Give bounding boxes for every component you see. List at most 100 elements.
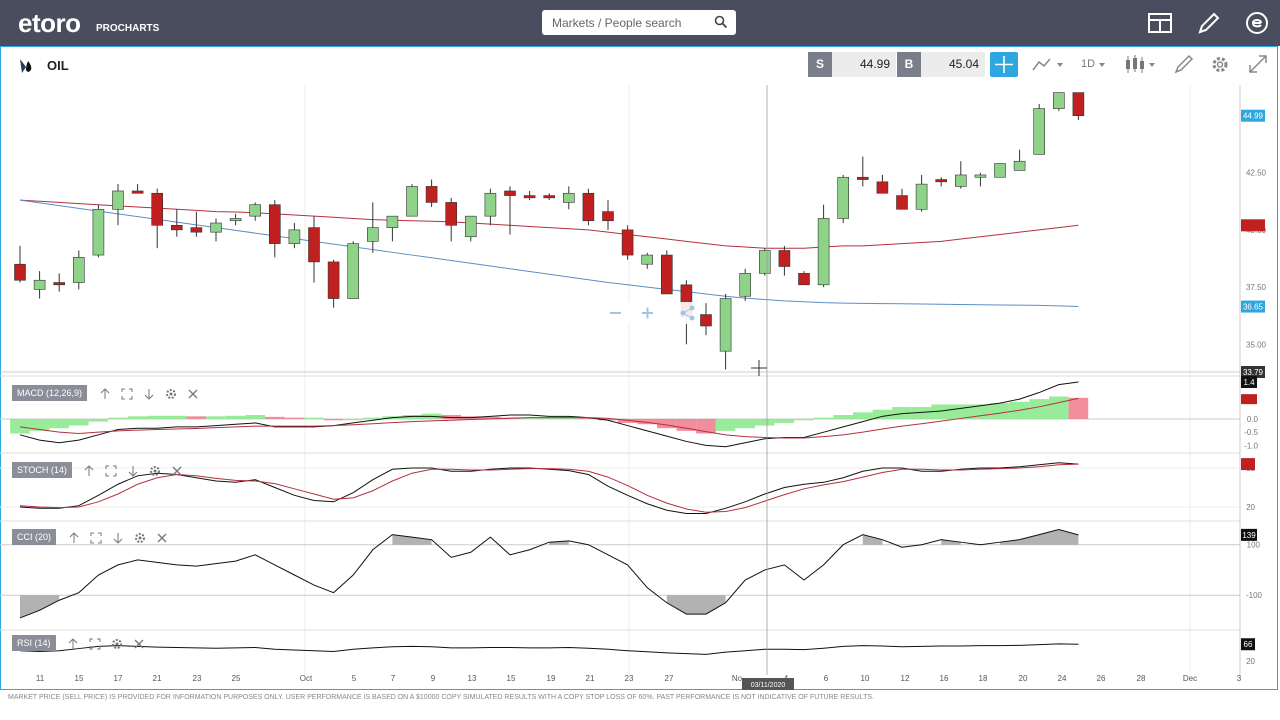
top-bar: etoro PROCHARTS Markets / People search	[0, 0, 1280, 46]
macd-tick: 0.0	[1247, 415, 1259, 424]
candle	[876, 181, 889, 194]
compare-tool[interactable]	[1030, 52, 1063, 77]
candle	[308, 227, 320, 263]
fullscreen-tool[interactable]	[1245, 52, 1273, 77]
price-tick: 37.50	[1246, 283, 1267, 292]
gear-icon[interactable]	[110, 637, 124, 651]
disclaimer: MARKET PRICE (SELL PRICE) IS PROVIDED FO…	[8, 694, 874, 701]
macd-bar	[755, 418, 775, 426]
rsi-badge-label: 66	[1244, 640, 1253, 649]
x-tick: 15	[75, 674, 84, 683]
stoch-d-line	[19, 463, 1079, 513]
move-down-icon[interactable]	[111, 531, 125, 545]
x-tick: Dec	[1183, 674, 1197, 683]
oil-drop-icon	[20, 59, 32, 73]
price-badge-label: 44.99	[1243, 112, 1264, 121]
rsi-label[interactable]: RSI (14)	[12, 635, 56, 651]
macd-bar	[598, 418, 618, 421]
macd-bar	[519, 417, 540, 419]
candle	[758, 250, 771, 274]
move-down-icon[interactable]	[142, 387, 156, 401]
x-tick: 21	[586, 674, 595, 683]
candle	[778, 250, 791, 267]
macd-bar	[147, 415, 167, 419]
etoro-logo[interactable]: etoro	[18, 8, 81, 38]
maximize-icon[interactable]	[89, 531, 103, 545]
search-icon[interactable]	[714, 15, 728, 29]
macd-bar	[1049, 396, 1069, 419]
draw-tool[interactable]	[1170, 52, 1198, 77]
move-up-icon[interactable]	[82, 464, 96, 478]
macd-label[interactable]: MACD (12,26,9)	[12, 385, 88, 401]
macd-bar	[69, 418, 89, 426]
price-tick: 35.00	[1246, 340, 1267, 349]
close-icon[interactable]	[155, 531, 169, 545]
search-input[interactable]: Markets / People search	[542, 10, 736, 35]
price-panel	[14, 92, 1085, 370]
price-badge-label: 36.65	[1243, 303, 1264, 312]
macd-bar	[715, 418, 736, 431]
stoch-label[interactable]: STOCH (14)	[12, 462, 72, 478]
price-badge	[1241, 109, 1265, 122]
macd-badge-label: 1.4	[1243, 378, 1255, 387]
chart-type-tool[interactable]	[1122, 52, 1156, 77]
move-up-icon[interactable]	[67, 531, 81, 545]
crosshair-tool[interactable]	[990, 52, 1018, 77]
pencil-icon[interactable]	[1197, 11, 1221, 35]
move-up-icon[interactable]	[66, 637, 80, 651]
candle	[268, 204, 281, 244]
candle	[621, 229, 634, 256]
sell-button[interactable]: S	[808, 52, 832, 77]
macd-bar	[304, 417, 324, 419]
maximize-icon[interactable]	[88, 637, 102, 651]
timeframe-select[interactable]: 1D	[1077, 52, 1111, 77]
share-icon[interactable]	[680, 305, 695, 321]
buy-button[interactable]: B	[897, 52, 921, 77]
settings-tool[interactable]	[1207, 52, 1235, 77]
macd-bar	[637, 418, 657, 425]
close-icon[interactable]	[170, 464, 184, 478]
macd-signal-line	[19, 397, 1079, 439]
macd-tick: -1.0	[1244, 441, 1258, 450]
macd-bar	[931, 404, 951, 419]
macd-bar	[1029, 399, 1049, 419]
macd-badge	[1241, 375, 1257, 388]
macd-bar	[617, 418, 638, 423]
candle	[719, 298, 732, 352]
move-down-icon[interactable]	[126, 464, 140, 478]
candle	[347, 243, 360, 299]
layout-icon[interactable]	[1148, 11, 1172, 35]
candle	[1013, 160, 1026, 171]
maximize-icon[interactable]	[104, 464, 118, 478]
close-icon[interactable]	[186, 387, 200, 401]
x-tick: 10	[861, 674, 870, 683]
candle	[131, 190, 144, 194]
macd-bar	[284, 417, 305, 419]
gear-icon[interactable]	[133, 531, 147, 545]
buy-price[interactable]: 45.04	[921, 52, 985, 77]
close-icon[interactable]	[132, 637, 146, 651]
move-up-icon[interactable]	[98, 387, 112, 401]
chart-frame	[0, 46, 1278, 690]
zoom-in-icon[interactable]	[642, 307, 653, 319]
cci-tick: -100	[1246, 591, 1263, 600]
etoro-e-icon[interactable]	[1245, 11, 1269, 35]
x-tick: 23	[193, 674, 202, 683]
macd-bar	[1068, 397, 1089, 419]
sell-price[interactable]: 44.99	[832, 52, 896, 77]
candle	[602, 211, 614, 222]
rsi-panel	[19, 643, 1079, 655]
candle	[543, 195, 556, 199]
maximize-icon[interactable]	[120, 387, 134, 401]
price-chart[interactable]: 44.9942.5040.0037.5036.6535.0033.791.40.…	[0, 85, 1280, 695]
rsi-badge	[1241, 638, 1255, 651]
x-tick: 16	[940, 674, 949, 683]
stoch-tick: 20	[1246, 503, 1255, 512]
cci-label[interactable]: CCI (20)	[12, 529, 57, 545]
gear-icon[interactable]	[148, 464, 162, 478]
gear-icon[interactable]	[164, 387, 178, 401]
cci-fill	[1000, 529, 1079, 545]
candle	[33, 279, 46, 290]
candle	[171, 225, 183, 231]
procharts-label: PROCHARTS	[96, 23, 160, 34]
